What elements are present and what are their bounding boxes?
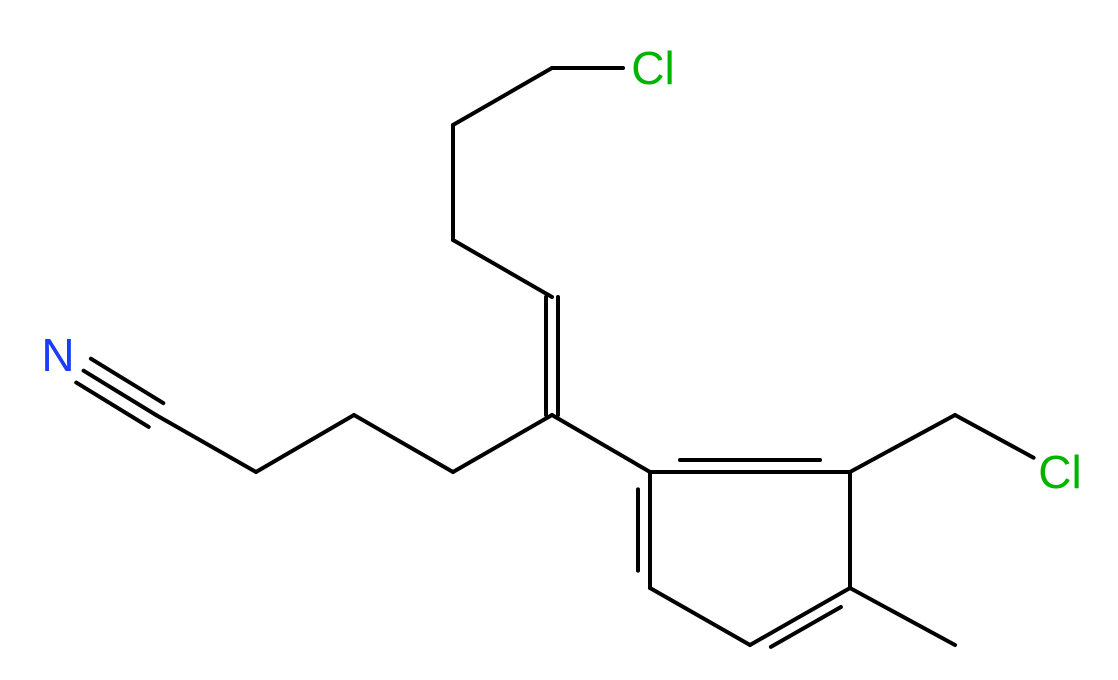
atom-label-cl: Cl	[1038, 446, 1081, 498]
bond-single	[850, 415, 955, 472]
bond-single	[156, 415, 256, 472]
bond-single	[453, 240, 552, 297]
bond-single	[650, 588, 750, 645]
bond-single	[552, 415, 650, 472]
bond-double-outer	[750, 588, 850, 645]
bond-single	[354, 415, 453, 472]
bond-single	[453, 415, 552, 472]
bond-single	[850, 588, 955, 645]
atom-label-n: N	[41, 329, 74, 381]
molecule-canvas: Cl Cl N	[0, 0, 1118, 680]
bond-single	[955, 415, 1034, 458]
bond-single	[256, 415, 354, 472]
bond-single	[453, 68, 552, 125]
atom-label-cl: Cl	[631, 42, 674, 94]
